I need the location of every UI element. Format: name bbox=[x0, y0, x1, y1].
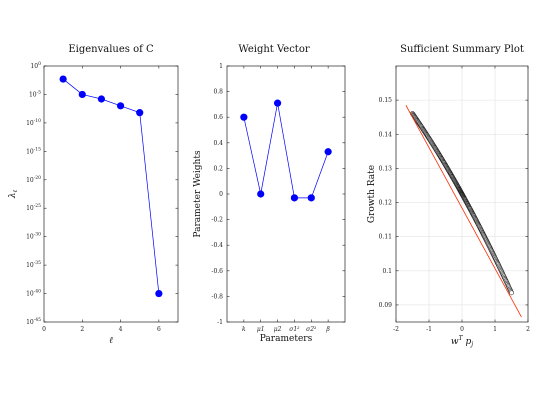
y-tick-label: 10-45 bbox=[26, 317, 41, 326]
data-point bbox=[509, 290, 514, 296]
x-tick-label: σ2² bbox=[306, 326, 317, 333]
y-tick-label: 0.15 bbox=[379, 97, 393, 104]
y-tick-label: 0.12 bbox=[379, 200, 393, 207]
chart-sufficient-summary: Sufficient Summary Plot 0.150.140.130.12… bbox=[367, 44, 530, 348]
plot-area bbox=[43, 65, 179, 323]
x-tick-label: -2 bbox=[393, 326, 399, 333]
chart-title: Sufficient Summary Plot bbox=[400, 44, 524, 55]
data-point bbox=[273, 99, 282, 107]
data-point bbox=[136, 109, 144, 117]
data-point bbox=[307, 194, 315, 202]
x-tick-label: -1 bbox=[426, 326, 432, 333]
data-point bbox=[97, 95, 106, 103]
data-point bbox=[116, 102, 125, 110]
y-tick-label: 0.6 bbox=[213, 114, 223, 121]
x-tick-label: 4 bbox=[119, 326, 123, 333]
series-line bbox=[62, 78, 160, 294]
y-tick-label: 0 bbox=[219, 191, 223, 198]
series-line bbox=[243, 103, 329, 199]
y-tick-label: 0.1 bbox=[382, 268, 392, 275]
y-tick-label: 0.8 bbox=[213, 89, 223, 96]
x-tick-label: k bbox=[242, 326, 246, 333]
y-tick-label: 10-20 bbox=[26, 175, 41, 184]
y-tick-label: 0.14 bbox=[379, 131, 393, 138]
x-tick-label: 6 bbox=[157, 326, 161, 333]
y-tick-label: 10-30 bbox=[26, 232, 41, 241]
y-tick-label: -0.8 bbox=[211, 293, 223, 300]
data-point bbox=[78, 90, 86, 99]
data-point bbox=[324, 148, 332, 156]
data-point bbox=[155, 289, 163, 298]
data-point bbox=[240, 113, 248, 121]
y-tick-label: -1 bbox=[217, 319, 223, 326]
x-tick-label: 0 bbox=[460, 326, 464, 333]
y-tick-label: 0.2 bbox=[213, 165, 223, 172]
y-tick-label: 10-25 bbox=[26, 203, 41, 212]
y-tick-label: 10-15 bbox=[26, 146, 41, 155]
x-axis-label: Parameters bbox=[260, 334, 313, 344]
x-tick-label: 2 bbox=[526, 326, 530, 333]
data-point bbox=[59, 75, 67, 83]
y-tick-label: -0.6 bbox=[211, 268, 223, 275]
y-tick-label: 10-10 bbox=[26, 118, 41, 127]
x-tick-label: 0 bbox=[42, 326, 46, 333]
x-axis-label: wT pj bbox=[451, 335, 473, 348]
y-tick-label: -0.2 bbox=[211, 217, 223, 224]
chart-title: Weight Vector bbox=[238, 44, 309, 55]
x-axis-label: ℓ bbox=[109, 336, 113, 346]
y-tick-label: 0.11 bbox=[379, 234, 392, 241]
y-tick-label: 1 bbox=[219, 63, 223, 70]
x-tick-label: μ2 bbox=[274, 326, 282, 333]
fit-line bbox=[405, 105, 522, 318]
y-tick-label: 10-40 bbox=[26, 289, 41, 298]
x-tick-label: 1 bbox=[493, 326, 497, 333]
y-tick-label: 0.13 bbox=[379, 165, 393, 172]
plot-area bbox=[226, 65, 346, 323]
chart-title: Eigenvalues of C bbox=[68, 44, 154, 55]
data-point bbox=[257, 190, 265, 198]
x-tick-label: β bbox=[325, 326, 330, 333]
y-axis-label: λℓ bbox=[8, 189, 19, 199]
y-tick-label: 0.4 bbox=[213, 140, 223, 147]
x-tick-label: 2 bbox=[80, 326, 84, 333]
chart-weight-vector: Weight Vector 1 0.8 0.6 0.4 0.2 0 -0.2 -0.4 -0.6… bbox=[193, 44, 346, 344]
y-tick-label: 10-5 bbox=[29, 89, 41, 98]
y-axis-label: Growth Rate bbox=[367, 165, 377, 223]
data-point bbox=[290, 194, 299, 202]
y-tick-label: -0.4 bbox=[211, 242, 223, 249]
y-tick-label: 0.09 bbox=[379, 302, 393, 309]
chart-eigenvalues: Eigenvalues of C 100 10-5 10-10 10-15 10-20 1… bbox=[8, 44, 179, 346]
x-tick-label: μ1 bbox=[257, 326, 265, 333]
x-tick-label: σ1² bbox=[289, 326, 300, 333]
y-tick-label: 10-35 bbox=[26, 260, 41, 269]
y-axis-label: Parameter Weights bbox=[193, 150, 203, 238]
y-tick-label: 100 bbox=[30, 61, 41, 70]
